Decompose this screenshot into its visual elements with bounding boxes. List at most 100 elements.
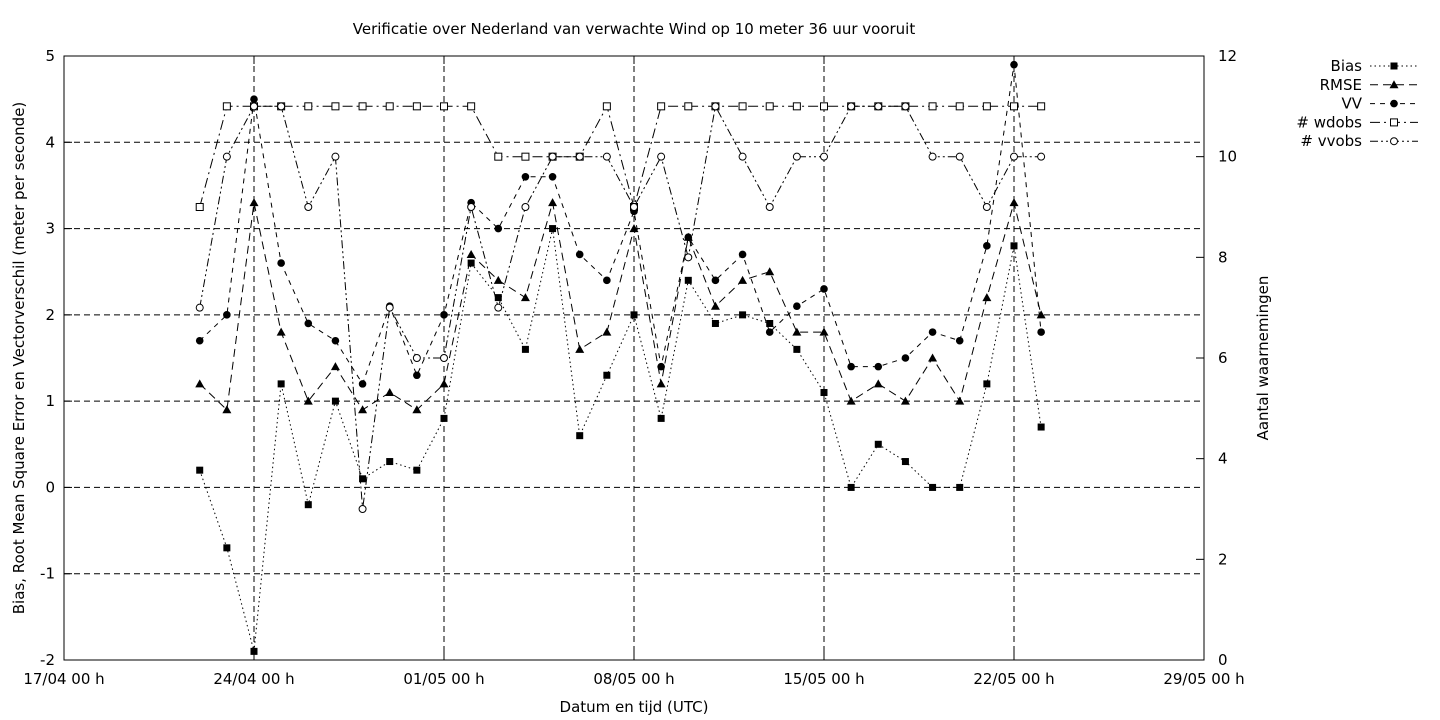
legend-label: # wdobs bbox=[1296, 113, 1362, 131]
series-line bbox=[199, 200, 1042, 411]
data-point bbox=[358, 102, 367, 111]
data-point bbox=[603, 276, 611, 285]
y-tick-label: 2 bbox=[45, 306, 55, 324]
data-point bbox=[195, 203, 204, 211]
data-point bbox=[901, 354, 910, 362]
data-point bbox=[820, 102, 828, 111]
data-point bbox=[955, 396, 965, 405]
data-point bbox=[1037, 328, 1045, 336]
data-point bbox=[412, 405, 422, 414]
data-point bbox=[847, 102, 856, 111]
legend-label: RMSE bbox=[1320, 76, 1362, 94]
data-point bbox=[358, 405, 368, 414]
data-point bbox=[711, 102, 720, 111]
tick-labels: 17/04 00 h 24/04 00 h 01/05 00 h 08/05 00 h… bbox=[23, 47, 1244, 688]
data-point bbox=[385, 303, 394, 312]
data-point bbox=[874, 362, 883, 371]
data-point bbox=[901, 102, 910, 111]
data-point bbox=[901, 458, 909, 466]
data-point bbox=[820, 152, 828, 161]
x-tick-label: 29/05 00 h bbox=[1163, 670, 1244, 688]
data-point bbox=[493, 275, 503, 284]
y2-tick-label: 12 bbox=[1218, 47, 1237, 65]
data-point bbox=[983, 380, 991, 388]
y2-tick-label: 2 bbox=[1218, 550, 1228, 568]
data-point bbox=[710, 301, 720, 310]
data-point bbox=[793, 345, 801, 353]
data-point bbox=[766, 319, 774, 327]
legend-marker-sample bbox=[1390, 62, 1398, 70]
data-point bbox=[928, 102, 937, 111]
data-point bbox=[983, 242, 991, 250]
legend-marker-sample bbox=[1390, 137, 1398, 146]
tick-marks bbox=[63, 55, 1205, 661]
series-rmse bbox=[195, 198, 1046, 414]
data-point bbox=[793, 302, 801, 311]
data-point bbox=[955, 102, 964, 111]
data-point bbox=[738, 152, 747, 161]
data-point bbox=[711, 319, 719, 327]
data-point bbox=[629, 224, 639, 233]
x-tick-label: 15/05 00 h bbox=[783, 670, 864, 688]
y-axis-label: Bias, Root Mean Square Error en Vectorve… bbox=[10, 102, 28, 615]
data-point bbox=[1010, 60, 1018, 69]
data-point bbox=[657, 102, 666, 111]
data-point bbox=[276, 327, 286, 336]
data-point bbox=[196, 466, 204, 474]
data-point bbox=[765, 267, 775, 276]
y-tick-label: 3 bbox=[45, 220, 55, 238]
data-point bbox=[330, 362, 340, 371]
data-point bbox=[982, 293, 992, 302]
data-point bbox=[223, 311, 231, 319]
data-point bbox=[630, 203, 638, 211]
x-tick-label: 01/05 00 h bbox=[403, 670, 484, 688]
data-point bbox=[684, 233, 693, 241]
data-point bbox=[575, 344, 585, 353]
data-point bbox=[928, 152, 937, 161]
data-point bbox=[304, 102, 313, 111]
legend-marker-sample bbox=[1389, 80, 1399, 89]
x-tick-label: 22/05 00 h bbox=[973, 670, 1054, 688]
data-point bbox=[765, 328, 774, 336]
legend-label: VV bbox=[1341, 95, 1362, 113]
data-point bbox=[576, 432, 584, 440]
data-point bbox=[1010, 102, 1018, 111]
data-point bbox=[358, 380, 367, 388]
data-point bbox=[575, 152, 584, 161]
data-point bbox=[331, 152, 340, 161]
data-point bbox=[928, 353, 938, 362]
data-point bbox=[277, 102, 286, 111]
data-point bbox=[1010, 152, 1018, 161]
chart-title: Verificatie over Nederland van verwachte… bbox=[353, 20, 916, 38]
x-tick-label: 17/04 00 h bbox=[23, 670, 104, 688]
data-point bbox=[846, 396, 856, 405]
data-point bbox=[385, 102, 394, 111]
data-point bbox=[250, 647, 258, 655]
data-point bbox=[195, 303, 204, 312]
y2-tick-label: 8 bbox=[1218, 248, 1228, 266]
data-point bbox=[765, 203, 774, 211]
x-tick-label: 08/05 00 h bbox=[593, 670, 674, 688]
data-point bbox=[303, 396, 313, 405]
data-point bbox=[304, 319, 313, 328]
data-point bbox=[603, 371, 611, 379]
data-point bbox=[467, 259, 475, 267]
data-point bbox=[250, 102, 258, 111]
data-point bbox=[955, 152, 964, 161]
data-point bbox=[819, 327, 829, 336]
data-point bbox=[494, 294, 502, 302]
data-point bbox=[222, 102, 231, 111]
data-point bbox=[548, 152, 557, 161]
data-point bbox=[792, 327, 802, 336]
data-point bbox=[900, 396, 910, 405]
data-point bbox=[739, 311, 747, 319]
data-point bbox=[874, 440, 882, 448]
legend-marker-sample bbox=[1390, 118, 1398, 127]
data-point bbox=[440, 311, 448, 319]
series-group bbox=[195, 60, 1046, 655]
data-point bbox=[466, 249, 476, 258]
x-tick-label: 24/04 00 h bbox=[213, 670, 294, 688]
y2-tick-label: 6 bbox=[1218, 349, 1228, 367]
